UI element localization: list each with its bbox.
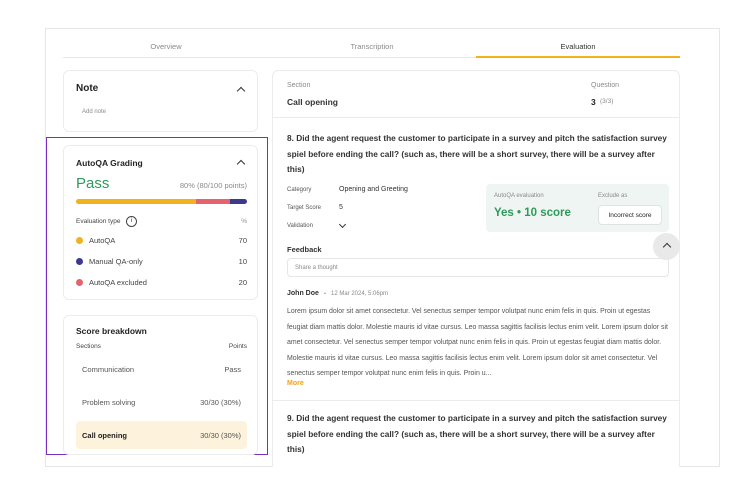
question-number: 3	[591, 97, 596, 107]
detail-label: Category	[287, 187, 312, 193]
more-link[interactable]: More	[287, 380, 304, 387]
evaluation-label: AutoQA evaluation	[494, 193, 544, 199]
row-highlight	[76, 421, 247, 449]
question-text: 8. Did the agent request the customer to…	[287, 133, 667, 174]
tab-divider	[63, 57, 680, 58]
legend-value: 10	[238, 257, 247, 266]
section-name: Problem solving	[82, 398, 136, 407]
section-name: Communication	[82, 365, 135, 374]
comment-date: 12 Mar 2024, 5:06pm	[331, 291, 389, 297]
grading-title: AutoQA Grading	[76, 158, 143, 168]
bar-segment	[195, 199, 230, 204]
divider	[273, 400, 679, 401]
legend-value: 20	[238, 278, 247, 287]
tab-indicator	[476, 56, 680, 58]
legend-name: AutoQA excluded	[89, 278, 147, 287]
legend-dot	[76, 279, 83, 286]
exclude-button[interactable]: Incorrect score	[598, 205, 662, 225]
grading-bar	[76, 199, 247, 204]
detail-label: Validation	[287, 223, 313, 229]
note-card	[63, 70, 258, 132]
comment-text: Lorem ipsum dolor sit amet consectetur. …	[287, 308, 668, 377]
section-points: 30/30 (30%)	[200, 431, 241, 440]
divider	[273, 117, 679, 118]
breakdown-title: Score breakdown	[76, 326, 147, 336]
tab[interactable]: Transcription	[350, 42, 394, 51]
column-header: Points	[228, 343, 247, 350]
section-name: Call opening	[82, 431, 127, 440]
legend-dot	[76, 258, 83, 265]
feedback-label: Feedback	[287, 245, 322, 254]
tab-active[interactable]: Evaluation	[560, 42, 596, 51]
detail-value: 5	[339, 204, 343, 211]
evaluation-value: Yes • 10 score	[494, 207, 571, 219]
section-value: Call opening	[287, 97, 338, 107]
detail-label: Target Score	[287, 205, 322, 211]
detail-value: Opening and Greeting	[339, 186, 408, 193]
comment-author: John Doe	[287, 290, 319, 297]
feedback-input[interactable]: Share a thought	[287, 258, 669, 277]
exclude-label: Exclude as	[598, 193, 628, 199]
grading-result: Pass	[76, 175, 110, 192]
bar-segment	[229, 199, 247, 204]
question-label: Question	[591, 82, 620, 89]
question-of: (3/3)	[600, 98, 614, 105]
separator: •	[324, 291, 326, 297]
percent-header: %	[241, 218, 247, 225]
column-header: Sections	[76, 343, 101, 350]
bar-segment	[76, 199, 196, 204]
section-label: Section	[287, 82, 311, 89]
question-text: 9. Did the agent request the customer to…	[287, 413, 667, 454]
note-title: Note	[76, 83, 99, 94]
info-icon[interactable]: i	[126, 216, 137, 227]
legend-name: AutoQA	[89, 236, 116, 245]
scroll-top-button[interactable]	[653, 233, 680, 260]
grading-score: 80% (80/100 points)	[179, 181, 247, 190]
tab[interactable]: Overview	[150, 42, 182, 51]
legend-value: 70	[238, 236, 247, 245]
evaluation-type-label: Evaluation type	[76, 218, 121, 225]
note-input[interactable]: Add note	[82, 109, 107, 115]
section-points: 30/30 (30%)	[200, 398, 241, 407]
legend-name: Manual QA-only	[89, 257, 143, 266]
section-points: Pass	[224, 365, 241, 374]
legend-dot	[76, 237, 83, 244]
grading-card	[63, 145, 258, 300]
